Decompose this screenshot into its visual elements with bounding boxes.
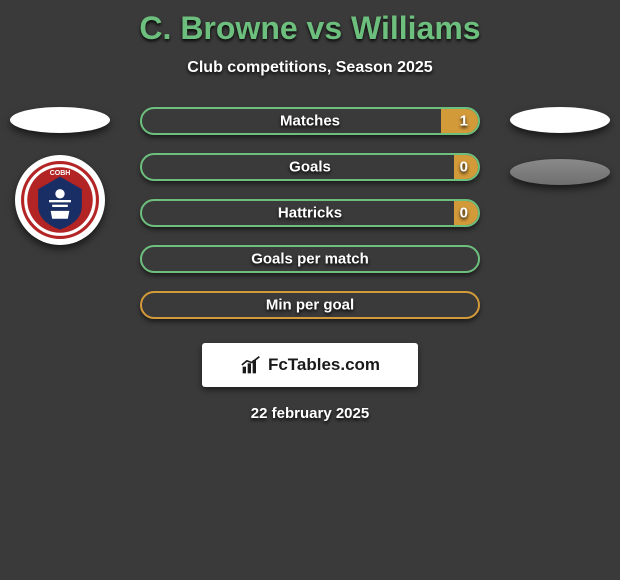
page-title: C. Browne vs Williams <box>0 0 620 47</box>
stat-bar-label: Min per goal <box>142 297 478 314</box>
left-player-column: COBH <box>0 107 120 245</box>
crest-icon: COBH <box>21 161 99 239</box>
stat-bar-value-right: 0 <box>460 205 468 222</box>
stat-bar-label: Goals per match <box>142 251 478 268</box>
svg-text:COBH: COBH <box>50 170 71 177</box>
player-photo-placeholder-right-bottom <box>510 159 610 185</box>
stat-bar: Min per goal <box>140 291 480 319</box>
stat-bar-label: Matches <box>142 113 478 130</box>
stat-bars: Matches1Goals0Hattricks0Goals per matchM… <box>140 107 480 319</box>
player-photo-placeholder-left <box>10 107 110 133</box>
stat-bar-value-right: 1 <box>460 113 468 130</box>
comparison-infographic: C. Browne vs Williams Club competitions,… <box>0 0 620 580</box>
right-player-column <box>500 107 620 185</box>
content-area: COBH Matches1Goals0Hattricks0Goals per m… <box>0 107 620 422</box>
bar-chart-icon <box>240 355 262 375</box>
stat-bar-label: Hattricks <box>142 205 478 222</box>
page-subtitle: Club competitions, Season 2025 <box>0 59 620 77</box>
stat-bar: Matches1 <box>140 107 480 135</box>
stat-bar: Goals per match <box>140 245 480 273</box>
watermark-text: FcTables.com <box>268 355 380 375</box>
stat-bar: Hattricks0 <box>140 199 480 227</box>
stat-bar-value-right: 0 <box>460 159 468 176</box>
stat-bar: Goals0 <box>140 153 480 181</box>
watermark-badge: FcTables.com <box>202 343 418 387</box>
date-label: 22 february 2025 <box>0 405 620 422</box>
player-photo-placeholder-right-top <box>510 107 610 133</box>
club-crest-left: COBH <box>15 155 105 245</box>
stat-bar-label: Goals <box>142 159 478 176</box>
